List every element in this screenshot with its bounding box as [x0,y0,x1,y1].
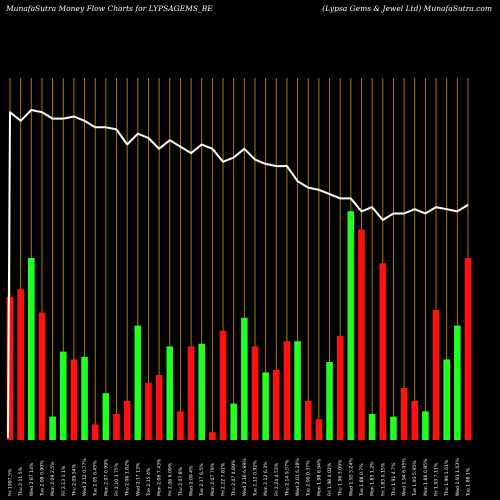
bar [400,388,408,440]
grid-lines [9,78,469,440]
bar [17,289,24,440]
bars-group [6,211,472,440]
x-tick-label: Thu 1.90 1.61% [444,459,450,497]
chart-title-right: (Lypsa Gems & Jewel Ltd) MunafaSutra.com [322,4,492,13]
bar [294,341,301,440]
x-tick-label: Wed 1.91 1.03% [455,458,461,496]
bar [326,362,333,440]
x-tick-label: Tue 2.05 0.45% [93,460,99,497]
bar [123,401,131,440]
x-tick-label: Fri 1997.5% [8,468,14,496]
x-tick-label: Fri 2.22 7.81% [221,462,227,496]
bar [432,310,440,440]
x-tick-label: Thu 1.96 3.09% [338,459,344,497]
x-tick-label: Tue 2.00 0.37% [306,460,312,497]
bar [102,393,110,440]
x-tick-label: Wed 2.12 0.77% [82,458,88,496]
x-tick-label: Tue 1.88 1% [466,467,472,497]
bar [464,258,472,440]
bar [70,359,78,440]
bar [6,297,14,440]
bar [443,359,450,440]
bar [28,258,35,440]
bar [81,356,88,440]
bar [358,229,365,440]
x-tick-label: Tue 2.08 0.90% [39,460,45,497]
bar [251,346,259,440]
x-tick-label: Fri 2.13 1.1% [61,465,67,496]
x-tick-label: Thu 2.07 8% [178,466,184,497]
x-tick-label: Wed 2 87 14% [29,462,35,496]
bar [411,401,419,440]
x-tick-label: Wed 2.09 4% [189,465,195,496]
bar [347,211,355,440]
x-tick-label: Thu 2.09 34% [71,463,77,497]
bar [241,317,248,440]
x-tick-label: Thu 2.11 5% [18,466,24,497]
bar [209,432,216,440]
bar [304,401,312,440]
x-tick-label: Mon 1.86 0.85% [423,458,429,496]
x-tick-label: Tue 1.93 5.95% [412,460,418,497]
x-tick-label: Wed 2.16 6.99% [242,458,248,496]
x-tick-label: Wed 2.17 13% [135,462,141,496]
bar [177,411,184,440]
bar [262,372,269,440]
x-tick-label: Tue 2.17 6.5% [199,463,205,497]
x-tick-label: Mon 1.98 6.94% [316,458,322,496]
x-tick-label: Mon 2.06 7.43% [157,458,163,496]
x-tick-label: Fri 1.93 7.11% [434,462,440,496]
bar [368,414,376,440]
bar [134,325,142,440]
bar [155,375,163,440]
x-tick-label: Mon 2.07 79% [210,462,216,496]
x-tick-label: Mon 2.12 6.3% [263,461,269,496]
x-tick-label: Thu 2.07 4.89% [231,459,237,497]
x-tick-labels: Fri 1997.5% Thu 2.11 5% Wed 2 87 14% Tue 2.… [8,458,472,497]
bar [49,416,56,440]
bar [379,263,387,440]
bar [283,341,291,440]
bar [390,416,397,440]
x-tick-label: Mon 1.85 1.2% [370,461,376,496]
bar [454,325,461,440]
bar [38,312,46,440]
bar [187,346,195,440]
x-tick-label: Fri 1.98 4.02% [327,462,333,496]
x-tick-label: Thu 2.06 1.82% [125,459,131,497]
x-tick-label: Mon 2.07 0.99% [103,458,109,496]
bar [59,351,67,440]
x-tick-label: Tue 2.15 4% [146,467,152,497]
bar [315,419,323,440]
bar [219,330,227,440]
x-tick-label: Thu 1.91 4.7% [391,462,397,497]
x-tick-label: Mon 2.09 2.5% [50,461,56,496]
bar [422,411,429,440]
chart-title-left: MunafaSutra Money Flow Charts for LYPSAG… [6,4,213,13]
flow-line [7,109,469,439]
x-tick-label: Tue 2.12 0.92% [252,460,258,497]
x-tick-label: Wed 1.93 5.24% [348,458,354,496]
x-tick-label: Tue 1.88 0.7% [359,463,365,497]
bar [336,336,344,440]
x-tick-label: Wed 1.94 6.05% [402,458,408,496]
x-tick-label: Fri 2.10 3.75% [114,462,120,496]
flow-line-group [7,109,469,439]
bar [198,343,206,440]
bar [272,369,280,440]
bar [145,382,152,440]
bar [113,414,120,440]
x-tick-label: Wed 2.01 6.28% [295,458,301,496]
x-tick-label: Fri 2.06 6.09% [167,462,173,496]
bar [230,403,237,440]
x-tick-label: Fri 1.83 0.15% [380,462,386,496]
bar [166,346,174,440]
x-tick-label: Fri 2.24 4.53% [274,462,280,496]
bar [91,424,99,440]
x-tick-label: Thu 2.14 9.57% [284,459,290,497]
